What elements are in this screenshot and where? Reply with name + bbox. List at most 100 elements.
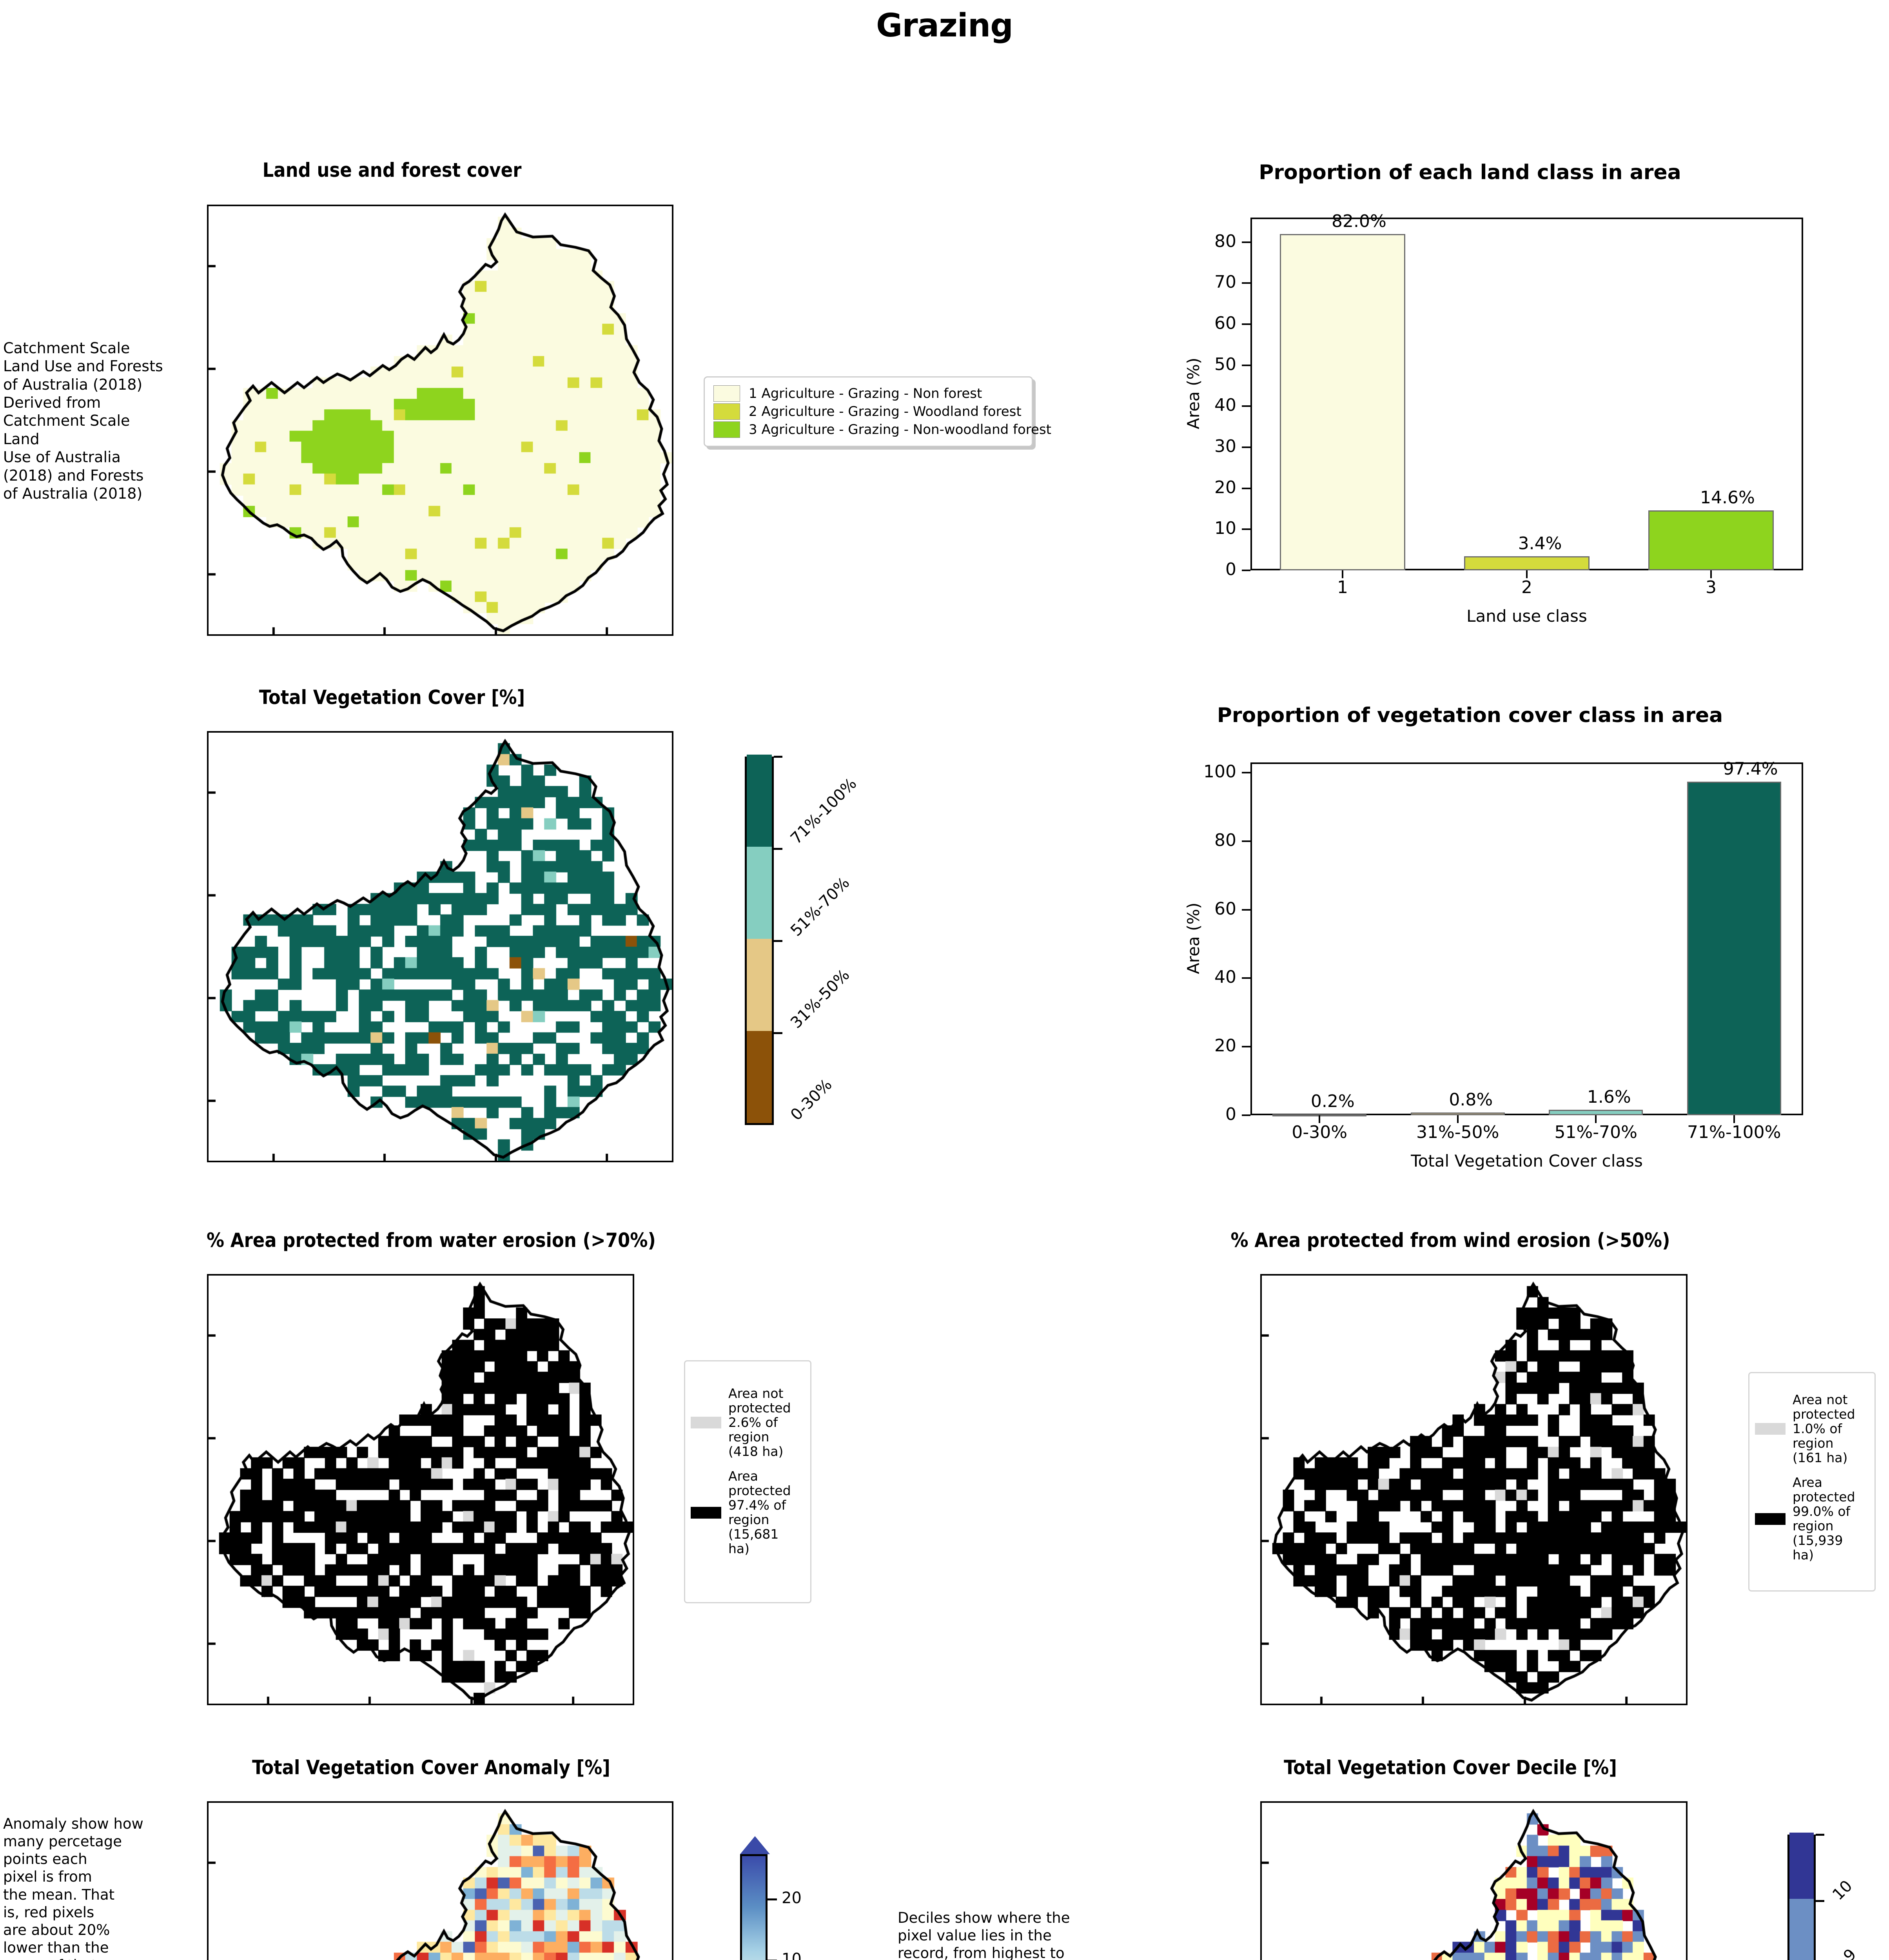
chart-plot-frame bbox=[1250, 762, 1803, 1115]
bar[interactable] bbox=[1648, 510, 1774, 570]
y-tick-label: 100 bbox=[1203, 762, 1236, 782]
x-axis-label: Total Vegetation Cover class bbox=[1411, 1151, 1643, 1171]
y-tick-label: 60 bbox=[1214, 313, 1236, 334]
decile-map-title: Total Vegetation Cover Decile [%] bbox=[1284, 1756, 1617, 1779]
land-use-legend[interactable]: 1 Agriculture - Grazing - Non forest 2 A… bbox=[704, 376, 1051, 447]
decile-map[interactable] bbox=[1260, 1801, 1688, 1960]
bar[interactable] bbox=[1410, 1112, 1505, 1115]
y-tick bbox=[1242, 772, 1250, 774]
water-erosion-map[interactable] bbox=[207, 1274, 634, 1705]
colorbar-tick bbox=[1816, 1834, 1824, 1836]
x-tick-label: 3 bbox=[1706, 577, 1717, 597]
veg-cover-map[interactable] bbox=[207, 731, 673, 1162]
anomaly-map[interactable] bbox=[207, 1801, 673, 1960]
y-tick-label: 0 bbox=[1225, 1104, 1236, 1124]
y-tick bbox=[1242, 570, 1250, 571]
y-tick-label: 20 bbox=[1214, 477, 1236, 497]
colorbar-label: 31%-50% bbox=[787, 965, 853, 1032]
wind-erosion-legend[interactable]: Area not protected 1.0% of region (161 h… bbox=[1748, 1372, 1876, 1592]
y-tick bbox=[1242, 364, 1250, 366]
colorbar bbox=[1787, 1833, 1816, 1960]
y-tick-label: 40 bbox=[1214, 967, 1236, 987]
colorbar-segment bbox=[747, 755, 772, 847]
landclass-bar-chart: 0 10 20 30 40 50 60 70 80 82.0% 1 3.4% 2 14.6% 3 Land u… bbox=[1137, 202, 1827, 637]
legend-label-protected: Area protected 99.0% of region (15,939 h… bbox=[1793, 1474, 1855, 1563]
land-use-source-note: Catchment Scale Land Use and Forests of … bbox=[3, 339, 163, 502]
colorbar-segment bbox=[747, 847, 772, 939]
y-tick-label: 60 bbox=[1214, 898, 1236, 919]
bar[interactable] bbox=[1280, 234, 1405, 570]
colorbar-segment bbox=[1789, 1833, 1814, 1899]
y-tick-label: 80 bbox=[1214, 231, 1236, 251]
legend-swatch-protected bbox=[691, 1506, 721, 1519]
colorbar-label: 20 bbox=[782, 1889, 802, 1907]
y-tick-label: 70 bbox=[1214, 272, 1236, 292]
x-tick bbox=[1319, 1115, 1321, 1123]
colorbar-label: 0-30% bbox=[787, 1075, 836, 1124]
colorbar-tick bbox=[774, 756, 782, 758]
anomaly-note: Anomaly show how many percetage points e… bbox=[3, 1815, 143, 1960]
bar-value-label: 82.0% bbox=[1332, 211, 1386, 231]
bar[interactable] bbox=[1687, 781, 1781, 1115]
legend-swatch-1 bbox=[713, 385, 740, 402]
decile-colorbar: 12-34-78-910 bbox=[1780, 1803, 1889, 1960]
legend-swatch-not-protected bbox=[691, 1417, 721, 1429]
legend-item: Area protected 99.0% of region (15,939 h… bbox=[1755, 1475, 1869, 1563]
y-tick bbox=[1242, 487, 1250, 489]
land-use-map[interactable] bbox=[207, 205, 673, 636]
bar-value-label: 0.8% bbox=[1449, 1090, 1493, 1110]
y-tick-label: 10 bbox=[1214, 518, 1236, 539]
x-tick bbox=[1733, 1115, 1735, 1123]
vegclass-bar-chart: 0 20 40 60 80 100 0.2% 0-30% 0.8% 31%-50% 1.6% 51%-… bbox=[1137, 747, 1827, 1182]
legend-item: 1 Agriculture - Grazing - Non forest bbox=[713, 385, 1023, 402]
y-tick bbox=[1242, 840, 1250, 842]
legend-label-not-protected: Area not protected 1.0% of region (161 h… bbox=[1793, 1392, 1855, 1465]
colorbar-tick bbox=[774, 1032, 782, 1034]
colorbar-segment bbox=[747, 939, 772, 1031]
y-tick bbox=[1242, 241, 1250, 243]
legend-item: 2 Agriculture - Grazing - Woodland fores… bbox=[713, 403, 1023, 420]
bar[interactable] bbox=[1464, 556, 1590, 570]
y-tick-label: 40 bbox=[1214, 395, 1236, 416]
wind-erosion-map[interactable] bbox=[1260, 1274, 1688, 1705]
legend-item: 3 Agriculture - Grazing - Non-woodland f… bbox=[713, 421, 1051, 438]
x-tick bbox=[1595, 1115, 1597, 1123]
x-tick bbox=[1457, 1115, 1459, 1123]
colorbar-label: 51%-70% bbox=[787, 873, 853, 940]
y-tick bbox=[1242, 909, 1250, 911]
legend-swatch-not-protected bbox=[1755, 1423, 1786, 1435]
page-title: Grazing bbox=[876, 7, 1013, 44]
y-tick bbox=[1242, 1046, 1250, 1048]
colorbar-label: 10 bbox=[1829, 1877, 1856, 1904]
legend-label-protected: Area protected 97.4% of region (15,681 h… bbox=[728, 1468, 791, 1556]
colorbar-label: 10 bbox=[782, 1950, 802, 1960]
vegclass-chart-title: Proportion of vegetation cover class in … bbox=[1217, 704, 1723, 727]
bar[interactable] bbox=[1549, 1110, 1643, 1115]
y-tick-label: 50 bbox=[1214, 354, 1236, 374]
y-tick bbox=[1242, 282, 1250, 284]
water-erosion-legend[interactable]: Area not protected 2.6% of region (418 h… bbox=[684, 1360, 811, 1603]
colorbar-segment bbox=[747, 1031, 772, 1123]
land-use-map-title: Land use and forest cover bbox=[262, 159, 522, 181]
veg-cover-colorbar: 0-30% 31%-50% 51%-70% 71%-100% bbox=[741, 745, 905, 1137]
anomaly-colorbar-gradient bbox=[740, 1854, 768, 1960]
y-tick-label: 20 bbox=[1214, 1036, 1236, 1056]
y-tick bbox=[1242, 405, 1250, 407]
y-tick-label: 0 bbox=[1225, 559, 1236, 579]
bar-value-label: 14.6% bbox=[1700, 488, 1755, 508]
colorbar-segment bbox=[1789, 1899, 1814, 1960]
colorbar bbox=[745, 755, 774, 1125]
y-tick bbox=[1242, 977, 1250, 979]
legend-item: Area not protected 2.6% of region (418 h… bbox=[691, 1386, 805, 1459]
y-tick bbox=[1242, 446, 1250, 448]
decile-note: Deciles show where the pixel value lies … bbox=[898, 1909, 1070, 1960]
colorbar-tick bbox=[768, 1898, 777, 1900]
legend-label-3: 3 Agriculture - Grazing - Non-woodland f… bbox=[749, 422, 1052, 437]
legend-swatch-protected bbox=[1755, 1513, 1786, 1525]
y-axis-label: Area (%) bbox=[1184, 358, 1203, 429]
veg-cover-map-title: Total Vegetation Cover [%] bbox=[259, 686, 525, 709]
colorbar-tick bbox=[1816, 1900, 1824, 1902]
colorbar-tick bbox=[774, 940, 782, 942]
x-tick-label: 1 bbox=[1337, 577, 1348, 597]
x-tick-label: 31%-50% bbox=[1416, 1122, 1499, 1142]
